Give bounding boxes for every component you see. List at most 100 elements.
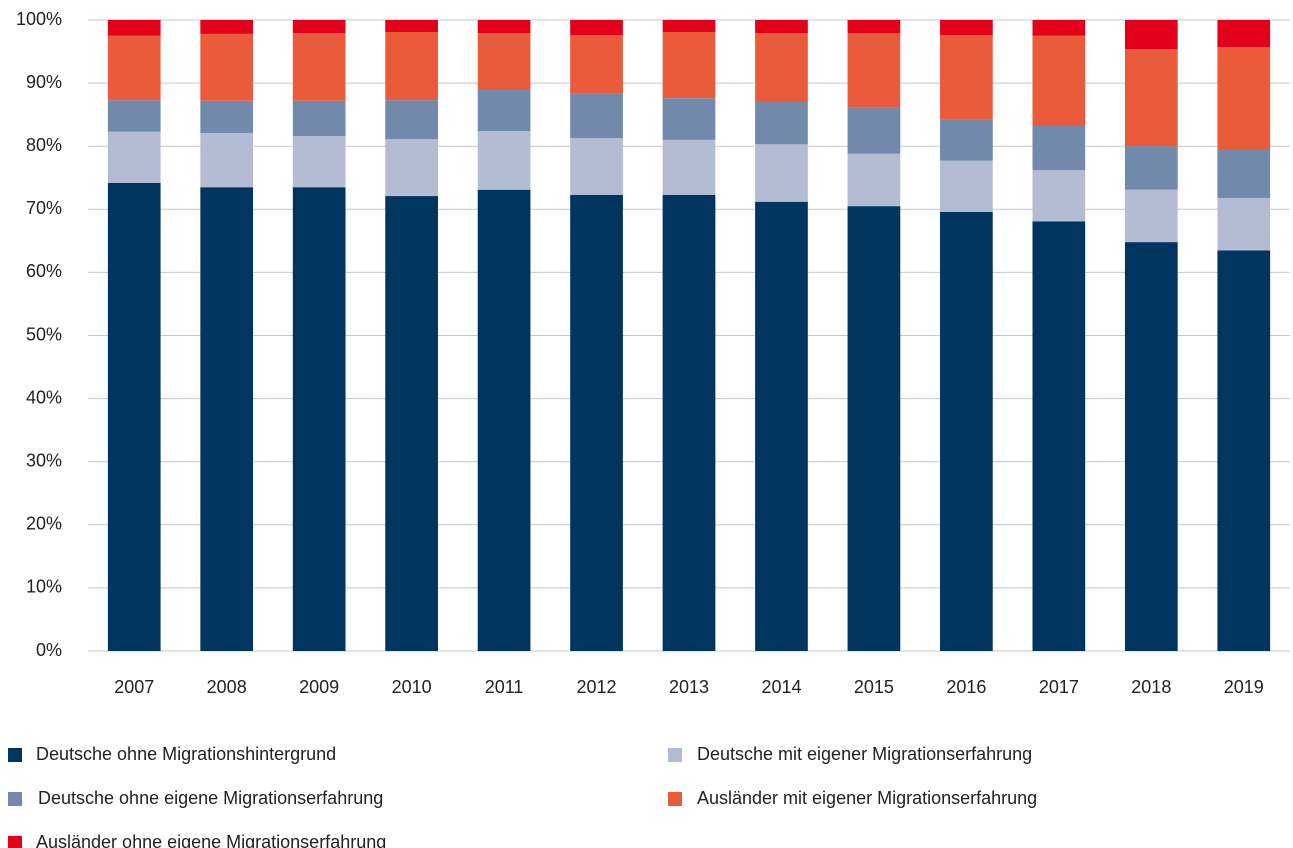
bar-segment [107,35,161,101]
bar-segment [1217,250,1271,651]
bar-segment [1124,242,1178,651]
bar-segment [385,20,438,32]
bar-segment [1124,189,1178,243]
bar-segment [570,20,623,36]
y-tick-label: 50% [26,324,62,344]
bar-segment [385,139,438,197]
x-tick-label: 2012 [577,677,617,697]
bar-segment [755,201,808,651]
bar-segment [1124,20,1178,50]
bar-segment [292,33,346,101]
y-tick-label: 60% [26,261,62,281]
bar-segment [662,31,716,99]
x-tick-label: 2007 [114,677,154,697]
bar-segment [755,20,808,34]
x-tick-label: 2013 [669,677,709,697]
bar-segment [755,144,808,202]
bar-segment [847,153,901,207]
bar-segment [847,107,901,154]
x-tick-label: 2015 [854,677,894,697]
bar-segment [477,131,531,190]
bar-segment [477,189,531,651]
bar-segment [940,160,993,212]
y-tick-label: 10% [26,577,62,597]
bar-segment [107,131,161,183]
bar-segment [940,20,993,36]
x-tick-label: 2014 [761,677,801,697]
y-tick-label: 0% [36,640,62,660]
bar-segment [477,20,531,34]
bar-segment [107,100,161,132]
bar-segment [385,100,438,140]
x-tick-label: 2009 [299,677,339,697]
legend-swatch [8,748,22,762]
y-tick-label: 20% [26,514,62,534]
bar-segment [1032,20,1086,36]
bar-segment [755,33,808,103]
bar-segment [385,31,438,101]
y-tick-label: 40% [26,387,62,407]
bar-segment [1032,221,1086,651]
x-tick-label: 2018 [1131,677,1171,697]
bar-segment [662,98,716,140]
bar-segment [292,187,346,651]
bar-segment [570,93,623,138]
bar-segment [107,20,161,36]
bar-segment [1217,20,1271,48]
legend-label: Ausländer ohne eigene Migrationserfahrun… [36,832,386,848]
bar-segment [847,20,901,34]
bar-segment [200,33,254,101]
bar-segment [1217,47,1271,150]
legend-label: Deutsche ohne eigene Migrationserfahrung [38,788,383,808]
bar-segment [662,139,716,195]
bar-segment [1032,35,1086,127]
bar-segment [200,100,254,133]
bar-segment [292,136,346,188]
y-tick-label: 100% [16,9,62,29]
legend-label: Ausländer mit eigener Migrationserfahrun… [697,788,1037,808]
bar-segment [755,102,808,145]
bar-segment [570,35,623,94]
bar-segment [847,33,901,108]
bar-segment [200,20,254,34]
bar-segment [1032,126,1086,171]
bar-segment [1124,49,1178,147]
bar-segment [292,100,346,137]
bar-segment [1217,149,1271,198]
bar-segment [940,35,993,120]
bar-segment [1032,170,1086,222]
legend-swatch [8,836,22,848]
bar-segment [570,194,623,652]
y-tick-label: 30% [26,450,62,470]
legend-label: Deutsche mit eigener Migrationserfahrung [697,744,1032,764]
bar-segment [477,33,531,91]
bar-segment [107,182,161,651]
bar-segment [940,119,993,161]
y-tick-label: 80% [26,135,62,155]
bar-segment [570,137,623,195]
bar-segment [200,132,254,188]
x-tick-label: 2010 [392,677,432,697]
legend-swatch [668,792,682,806]
bar-segment [200,187,254,651]
bar-segment [385,196,438,651]
x-tick-label: 2008 [207,677,247,697]
y-tick-label: 90% [26,72,62,92]
bar-segment [1217,197,1271,251]
bar-segment [847,206,901,651]
x-tick-label: 2019 [1224,677,1264,697]
y-tick-label: 70% [26,198,62,218]
x-tick-label: 2017 [1039,677,1079,697]
bar-segment [940,211,993,651]
legend-swatch [8,792,22,806]
bar-segment [662,194,716,652]
bar-segment [292,20,346,34]
x-tick-label: 2011 [485,677,524,697]
bar-segment [1124,146,1178,190]
x-tick-label: 2016 [946,677,986,697]
legend-label: Deutsche ohne Migrationshintergrund [36,744,336,764]
bar-segment [662,20,716,32]
bar-segment [477,90,531,132]
legend-swatch [668,748,682,762]
